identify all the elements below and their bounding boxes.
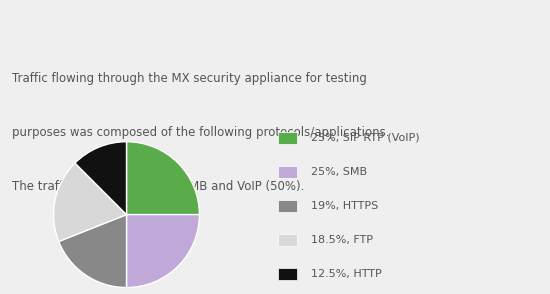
Wedge shape [75, 142, 127, 215]
Wedge shape [126, 215, 200, 288]
Bar [278, 166, 297, 178]
Wedge shape [59, 215, 126, 288]
Bar [278, 200, 297, 212]
Text: 12.5%, HTTP: 12.5%, HTTP [311, 269, 382, 279]
Text: 25%, SIP RTP (VoIP): 25%, SIP RTP (VoIP) [311, 133, 419, 143]
Text: 25%, SMB: 25%, SMB [311, 167, 367, 177]
Bar [278, 268, 297, 280]
Text: TEST TRAFFIC PATTERN: TEST TRAFFIC PATTERN [10, 19, 185, 32]
Bar [278, 132, 297, 143]
Text: Traffic flowing through the MX security appliance for testing: Traffic flowing through the MX security … [12, 72, 367, 85]
Text: 18.5%, FTP: 18.5%, FTP [311, 235, 373, 245]
Text: purposes was composed of the following protocols/applications.: purposes was composed of the following p… [12, 126, 389, 139]
Wedge shape [126, 142, 200, 215]
Bar [278, 234, 297, 246]
Wedge shape [53, 163, 126, 241]
Text: 19%, HTTPS: 19%, HTTPS [311, 201, 378, 211]
Text: The traffic is divided toward SMB and VoIP (50%).: The traffic is divided toward SMB and Vo… [12, 181, 305, 193]
